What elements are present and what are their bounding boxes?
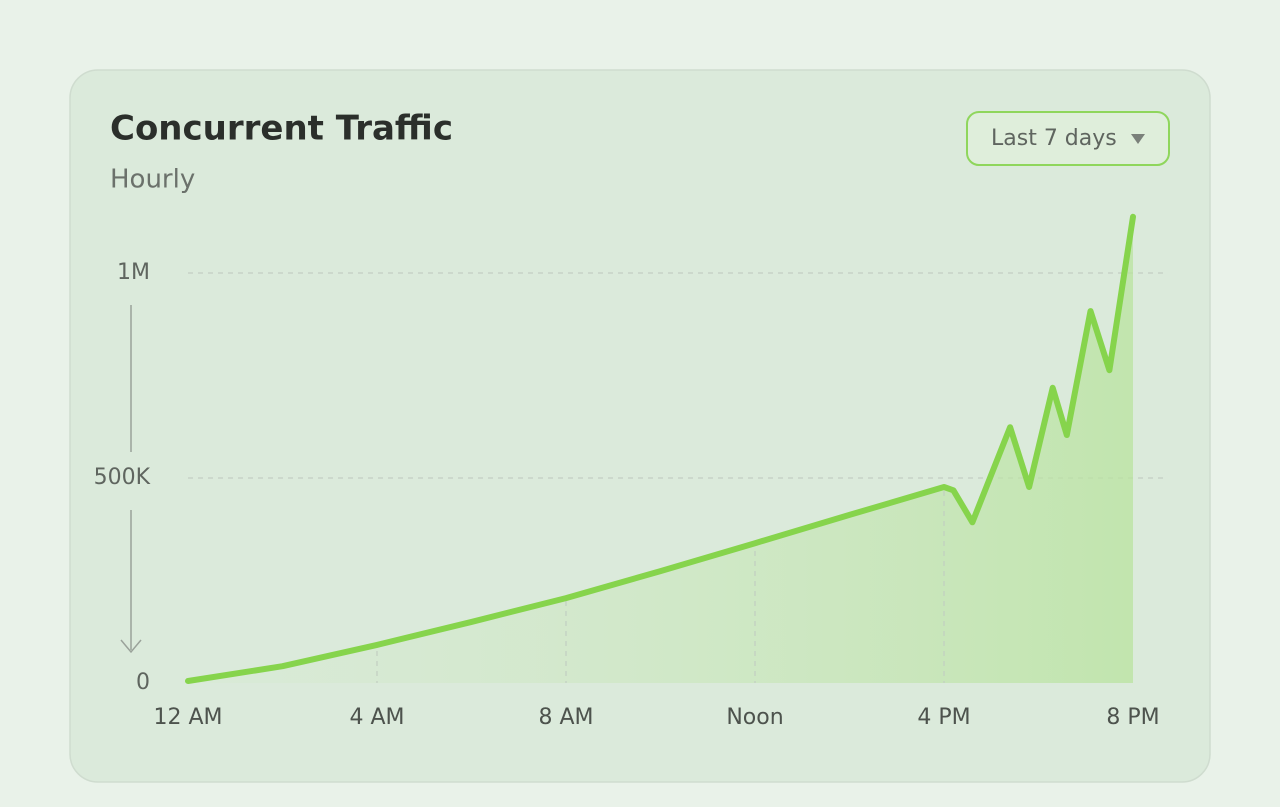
- dropdown-arrow[interactable]: [1131, 134, 1145, 144]
- x-tick-label: 4 PM: [917, 705, 970, 730]
- x-tick-label: 8 AM: [538, 705, 593, 730]
- x-tick-label: 8 PM: [1106, 705, 1159, 730]
- axis-arrow-head: [120, 639, 142, 654]
- line: [185, 213, 1136, 684]
- dropdown-label[interactable]: Last 7 days: [991, 126, 1117, 151]
- y-axis-arrow: [120, 305, 142, 654]
- area-fill: [188, 216, 1133, 684]
- range-dropdown[interactable]: Last 7 days: [966, 111, 1170, 166]
- x-tick-label: 12 AM: [153, 705, 222, 730]
- y-tick-label: 500K: [94, 465, 151, 490]
- y-tick-label: 0: [136, 670, 150, 695]
- dropdown-box[interactable]: [966, 111, 1170, 166]
- chart-title: Concurrent Traffic: [110, 109, 453, 149]
- x-tick-label: 4 AM: [349, 705, 404, 730]
- x-tick-label: Noon: [726, 705, 783, 730]
- chart-subtitle: Hourly: [110, 165, 195, 195]
- y-tick-label: 1M: [117, 260, 150, 285]
